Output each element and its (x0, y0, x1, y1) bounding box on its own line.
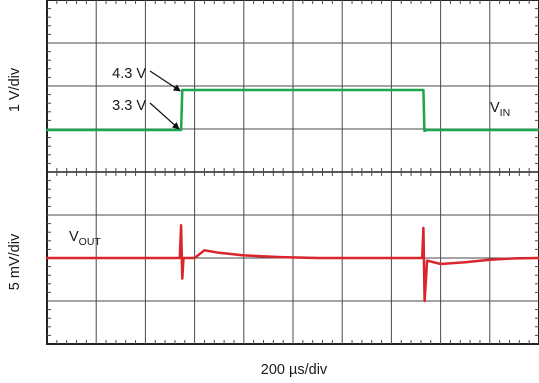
series-v-in (45, 88, 539, 133)
bottom-ylabel: 5 mV/div (7, 233, 23, 290)
series-v-out (45, 224, 539, 303)
traces (45, 88, 539, 303)
vout-label: VOUT (69, 229, 101, 248)
annotation-3v3: 3.3 V (112, 98, 146, 114)
labels: 1 V/div 5 mV/div 200 µs/div 4.3 V 3.3 V … (7, 66, 510, 378)
annotation-arrow (149, 70, 181, 92)
vin-label: VIN (490, 100, 510, 119)
vin-label-main: V (490, 100, 500, 116)
top-ylabel: 1 V/div (7, 67, 23, 112)
grid (46, 0, 539, 345)
vout-label-main: V (69, 229, 79, 245)
vin-label-sub: IN (500, 107, 511, 119)
annotation-arrow (149, 102, 180, 130)
x-axis-label: 200 µs/div (261, 362, 328, 378)
vout-label-sub: OUT (79, 236, 102, 248)
annotation-4v3: 4.3 V (112, 66, 146, 82)
